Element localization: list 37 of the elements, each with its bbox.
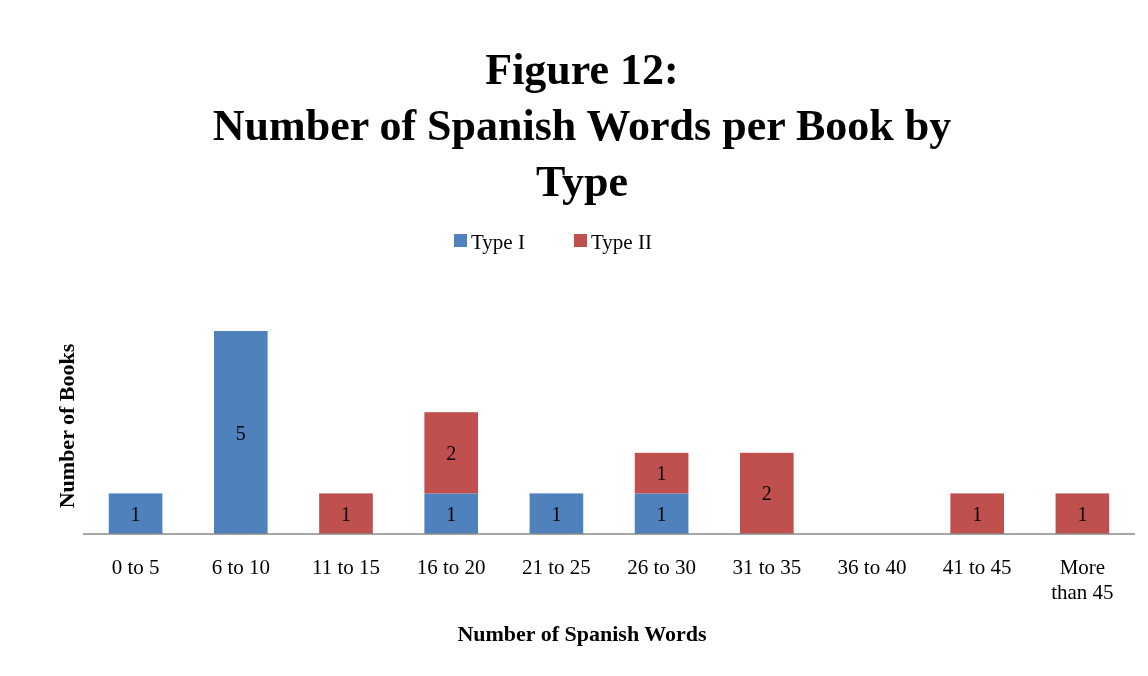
bar xyxy=(634,493,689,534)
data-label: 2 xyxy=(446,441,457,464)
bar xyxy=(424,412,479,494)
bar xyxy=(634,452,689,494)
chart-title: Figure 12: Number of Spanish Words per Book by Type xyxy=(212,45,952,206)
legend-label: Type I xyxy=(471,230,525,254)
x-tick-label: 16 to 20 xyxy=(416,555,486,579)
x-tick-label: 6 to 10 xyxy=(211,555,270,579)
data-label: 1 xyxy=(341,502,351,525)
x-tick-label: 41 to 45 xyxy=(942,555,1012,579)
bar xyxy=(108,493,163,534)
data-label: 1 xyxy=(551,502,562,525)
x-tick-label: 31 to 35 xyxy=(732,555,802,579)
data-label: 1 xyxy=(972,502,983,525)
x-tick-label: 21 to 25 xyxy=(521,555,591,579)
x-tick-label: 26 to 30 xyxy=(627,555,697,579)
bar xyxy=(739,452,794,534)
data-label: 1 xyxy=(1077,502,1088,525)
bar xyxy=(1055,493,1110,534)
bar xyxy=(213,331,268,534)
bar xyxy=(424,493,479,534)
data-label: 1 xyxy=(130,502,141,525)
data-label: 2 xyxy=(761,482,772,505)
x-axis-title: Number of Spanish Words xyxy=(457,621,708,646)
x-tick-label: 11 to 15 xyxy=(311,555,381,579)
x-tick-label: 36 to 40 xyxy=(837,555,907,579)
data-label: 1 xyxy=(656,462,667,485)
bar xyxy=(950,493,1005,534)
x-tick-label: 0 to 5 xyxy=(111,555,160,579)
legend-label: Type II xyxy=(591,230,652,254)
y-axis-title: Number of Books xyxy=(54,343,79,509)
bar xyxy=(529,493,584,534)
x-tick-label: More than 45 xyxy=(1051,555,1114,604)
data-label: 1 xyxy=(656,502,667,525)
bar xyxy=(319,493,373,534)
data-label: 1 xyxy=(446,502,457,525)
data-label: 5 xyxy=(235,421,246,444)
